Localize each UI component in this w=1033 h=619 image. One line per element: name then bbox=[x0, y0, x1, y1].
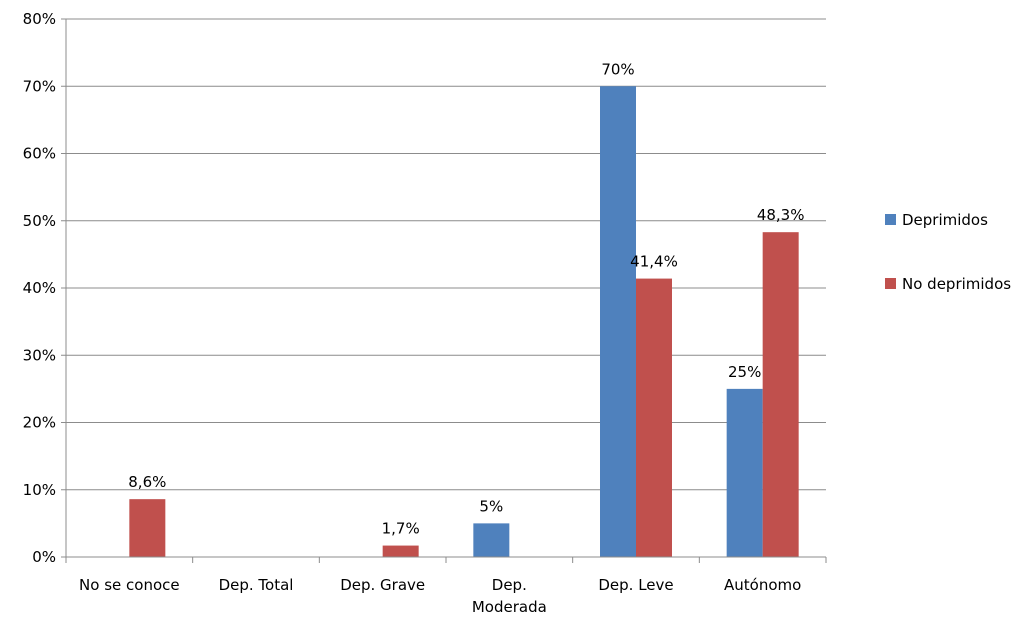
bar-deprimidos bbox=[726, 388, 763, 557]
y-tick-label: 50% bbox=[23, 212, 56, 230]
y-tick-label: 0% bbox=[32, 548, 56, 566]
y-tick-label: 10% bbox=[23, 481, 56, 499]
bar-no-deprimidos bbox=[636, 278, 672, 557]
legend: Deprimidos No deprimidos bbox=[885, 211, 1011, 293]
x-axis: No se conoce Dep. Total Dep. Grave Dep. Mode… bbox=[65, 556, 827, 616]
y-tick-label: 40% bbox=[23, 279, 56, 297]
legend-swatch bbox=[885, 278, 896, 289]
data-label: 41,4% bbox=[630, 253, 678, 271]
y-tick-label: 20% bbox=[23, 414, 56, 432]
data-label: 48,3% bbox=[757, 206, 805, 224]
bar-deprimidos bbox=[473, 523, 510, 557]
y-axis: 0% 10% 20% 30% 40% 50% 60% 70% 80% bbox=[23, 10, 67, 566]
data-label: 70% bbox=[601, 60, 634, 78]
bar-no-deprimidos bbox=[762, 232, 799, 557]
x-tick-label: Dep. Moderada bbox=[472, 576, 547, 616]
bar-no-deprimidos bbox=[382, 545, 419, 557]
data-label: 1,7% bbox=[382, 520, 420, 538]
x-tick-label: Dep. Grave bbox=[340, 576, 425, 594]
legend-label: No deprimidos bbox=[902, 275, 1011, 293]
y-tick-label: 80% bbox=[23, 10, 56, 28]
y-tick-label: 70% bbox=[23, 77, 56, 95]
x-tick-label: Dep. Leve bbox=[598, 576, 673, 594]
data-label: 25% bbox=[728, 363, 761, 381]
legend-swatch bbox=[885, 214, 896, 225]
legend-label: Deprimidos bbox=[902, 211, 988, 229]
bar-no-deprimidos bbox=[129, 499, 166, 557]
data-labels: 5% 70% 25% 8,6% 1,7% 41,4% 48,3% bbox=[128, 60, 804, 537]
x-tick-label: No se conoce bbox=[79, 576, 180, 594]
data-label: 5% bbox=[479, 497, 503, 515]
gridlines bbox=[66, 18, 826, 491]
y-tick-label: 30% bbox=[23, 346, 56, 364]
x-tick-label: Autónomo bbox=[724, 576, 801, 594]
y-tick-label: 60% bbox=[23, 145, 56, 163]
x-tick-label: Dep. Total bbox=[219, 576, 294, 594]
data-label: 8,6% bbox=[128, 473, 166, 491]
bars bbox=[129, 86, 799, 557]
bar-deprimidos bbox=[600, 86, 636, 557]
